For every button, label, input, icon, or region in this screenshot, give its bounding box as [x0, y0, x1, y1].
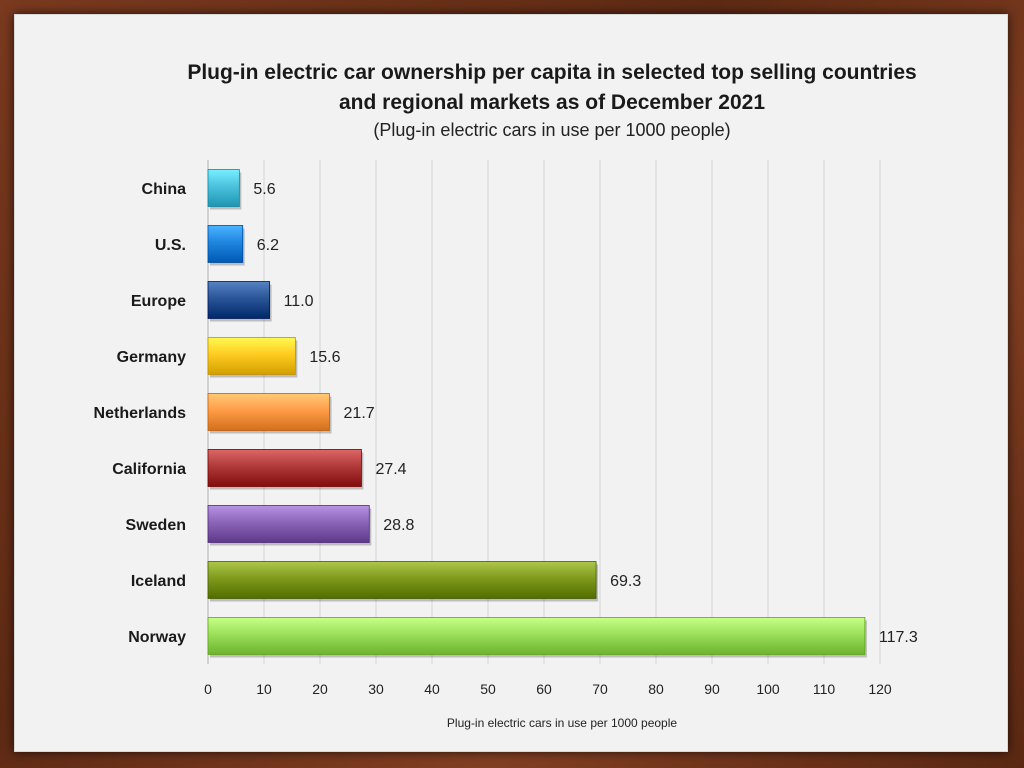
x-tick-label: 100: [756, 681, 780, 697]
bar-germany: [207, 337, 296, 375]
x-tick-label: 110: [813, 681, 836, 697]
bars: [207, 169, 867, 658]
x-tick-label: 40: [424, 681, 440, 697]
x-tick-label: 10: [256, 681, 272, 697]
x-tick-label: 0: [204, 681, 212, 697]
bar-china: [207, 169, 240, 207]
chart-title-line2: and regional markets as of December 2021: [338, 91, 766, 114]
bar-california: [207, 449, 362, 487]
data-label: 11.0: [284, 293, 314, 310]
x-tick-label: 90: [704, 681, 720, 697]
data-label: 28.8: [383, 517, 414, 534]
bar-iceland: [207, 561, 597, 599]
data-label: 6.2: [257, 237, 279, 254]
bar-u-s: [207, 225, 244, 263]
x-tick-label: 60: [536, 681, 552, 697]
data-label: 5.6: [253, 181, 275, 198]
category-label: Europe: [131, 293, 186, 310]
chart-subtitle: (Plug-in electric cars in use per 1000 p…: [373, 120, 731, 140]
bar-netherlands: [207, 393, 330, 431]
data-label: 15.6: [309, 349, 340, 366]
category-label: Norway: [128, 629, 186, 646]
category-label: China: [142, 181, 187, 198]
x-tick-label: 120: [868, 681, 892, 697]
chart-title-line1: Plug-in electric car ownership per capit…: [187, 61, 917, 84]
bar-sweden: [207, 505, 370, 543]
category-label: Germany: [117, 349, 186, 366]
data-label: 117.3: [879, 629, 918, 646]
category-label: Sweden: [126, 517, 186, 534]
labels: 0 10 20 30 40 50 60 70 80 90 100 110 120 China 5.6 U.S.…: [94, 181, 918, 697]
category-label: Iceland: [131, 573, 186, 590]
data-label: 69.3: [610, 573, 641, 590]
x-axis-title: Plug-in electric cars in use per 1000 pe…: [447, 716, 677, 730]
category-label: Netherlands: [94, 405, 187, 422]
bar-europe: [207, 281, 270, 319]
bar-norway: [207, 617, 866, 655]
chart-title: Plug-in electric car ownership per capit…: [14, 58, 1024, 118]
x-tick-label: 70: [592, 681, 608, 697]
data-label: 27.4: [375, 461, 406, 478]
data-label: 21.7: [344, 405, 375, 422]
x-tick-label: 30: [368, 681, 384, 697]
category-label: U.S.: [155, 237, 186, 254]
x-tick-label: 50: [480, 681, 496, 697]
category-label: California: [112, 461, 186, 478]
x-tick-label: 20: [312, 681, 328, 697]
x-tick-label: 80: [648, 681, 664, 697]
